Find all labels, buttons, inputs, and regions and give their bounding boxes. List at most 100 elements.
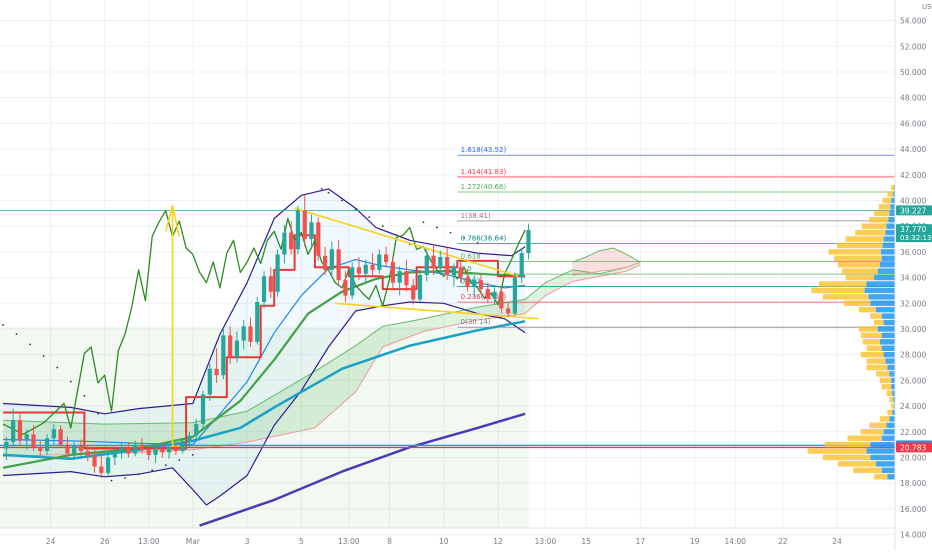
sar-dot xyxy=(124,477,126,479)
candle-body[interactable] xyxy=(153,448,158,455)
trend-line[interactable] xyxy=(294,207,519,278)
candle-body[interactable] xyxy=(58,429,63,445)
candle-body[interactable] xyxy=(112,452,117,458)
candle-body[interactable] xyxy=(78,445,84,452)
candle-body[interactable] xyxy=(4,442,9,449)
candle-body[interactable] xyxy=(194,424,199,436)
candle-body[interactable] xyxy=(126,447,131,454)
candle-body[interactable] xyxy=(472,280,477,287)
candle-body[interactable] xyxy=(445,257,450,275)
candle-body[interactable] xyxy=(221,335,226,376)
candle-body[interactable] xyxy=(492,291,497,299)
sar-dot xyxy=(449,231,452,234)
candle-body[interactable] xyxy=(322,255,328,270)
candle-body[interactable] xyxy=(92,456,97,467)
volume-profile-down-bar xyxy=(887,474,895,480)
candle-body[interactable] xyxy=(31,434,36,448)
volume-profile-up-bar xyxy=(841,268,878,274)
candle-body[interactable] xyxy=(275,254,280,292)
candle-body[interactable] xyxy=(451,267,456,275)
volume-profile-up-bar xyxy=(860,429,884,435)
candle-body[interactable] xyxy=(397,271,402,283)
sar-dot xyxy=(320,188,323,190)
candle-body[interactable] xyxy=(44,438,50,452)
candle-body[interactable] xyxy=(38,447,43,452)
candle-body[interactable] xyxy=(302,210,307,240)
volume-profile-up-bar xyxy=(822,454,871,461)
candle-body[interactable] xyxy=(234,340,240,358)
candle-body[interactable] xyxy=(499,291,504,309)
candle-body[interactable] xyxy=(350,267,355,296)
candle-body[interactable] xyxy=(11,420,16,443)
candle-body[interactable] xyxy=(72,445,77,454)
trend-line[interactable] xyxy=(171,205,180,447)
candle-body[interactable] xyxy=(309,222,314,240)
candle-body[interactable] xyxy=(214,368,219,376)
candle-body[interactable] xyxy=(119,447,124,453)
candle-body[interactable] xyxy=(180,440,185,452)
candle-body[interactable] xyxy=(424,255,429,275)
candle-body[interactable] xyxy=(417,275,423,300)
volume-profile-up-bar xyxy=(828,249,881,255)
price-tick-label: 18.000 xyxy=(900,479,926,488)
candle-body[interactable] xyxy=(519,253,524,278)
candle-body[interactable] xyxy=(289,232,294,250)
time-tick-label: 14:00 xyxy=(724,537,746,546)
candle-body[interactable] xyxy=(383,254,389,263)
candle-body[interactable] xyxy=(241,326,246,341)
candle-body[interactable] xyxy=(139,444,145,450)
candle-body[interactable] xyxy=(99,466,104,473)
candle-body[interactable] xyxy=(200,394,206,425)
candle-body[interactable] xyxy=(187,435,192,441)
candle-body[interactable] xyxy=(329,249,334,270)
volume-profile-up-bar xyxy=(838,461,876,467)
candle-body[interactable] xyxy=(146,449,151,455)
candle-body[interactable] xyxy=(65,444,70,454)
candle-body[interactable] xyxy=(377,254,382,270)
candle-body[interactable] xyxy=(465,277,470,287)
candle-body[interactable] xyxy=(160,448,165,453)
candle-body[interactable] xyxy=(343,280,348,296)
candle-body[interactable] xyxy=(167,447,172,453)
candle-body[interactable] xyxy=(51,429,56,439)
candle-body[interactable] xyxy=(268,276,273,292)
candle-body[interactable] xyxy=(248,326,253,342)
candle-body[interactable] xyxy=(105,457,111,473)
volume-profile-down-bar xyxy=(883,236,895,242)
candle-body[interactable] xyxy=(411,285,416,300)
volume-profile-up-bar xyxy=(847,435,882,441)
candle-body[interactable] xyxy=(282,232,287,255)
candle-body[interactable] xyxy=(458,267,463,278)
candle-body[interactable] xyxy=(85,451,90,457)
candle-body[interactable] xyxy=(17,420,23,441)
candle-body[interactable] xyxy=(363,264,368,274)
candle-body[interactable] xyxy=(173,447,178,452)
candle-body[interactable] xyxy=(438,257,443,269)
candle-body[interactable] xyxy=(506,308,511,314)
sar-dot xyxy=(178,459,181,461)
candle-body[interactable] xyxy=(316,222,321,256)
trend-line[interactable] xyxy=(164,205,181,237)
candle-body[interactable] xyxy=(404,271,409,286)
candle-body[interactable] xyxy=(336,249,341,281)
candle-body[interactable] xyxy=(512,277,518,314)
candle-body[interactable] xyxy=(207,368,212,395)
candle-body[interactable] xyxy=(133,444,138,454)
candle-body[interactable] xyxy=(356,267,362,274)
candle-body[interactable] xyxy=(478,280,484,290)
candle-body[interactable] xyxy=(295,210,301,250)
candle-body[interactable] xyxy=(255,301,260,342)
candle-body[interactable] xyxy=(390,262,395,283)
candle-body[interactable] xyxy=(431,255,436,269)
candle-body[interactable] xyxy=(485,289,490,299)
price-tick-label: 32.000 xyxy=(900,299,926,308)
candle-body[interactable] xyxy=(526,230,531,254)
candle-body[interactable] xyxy=(261,276,267,302)
volume-profile-up-bar xyxy=(860,351,884,358)
trend-line[interactable] xyxy=(335,302,539,320)
candle-body[interactable] xyxy=(370,264,375,270)
candle-body[interactable] xyxy=(228,335,233,358)
candle-body[interactable] xyxy=(24,434,29,441)
